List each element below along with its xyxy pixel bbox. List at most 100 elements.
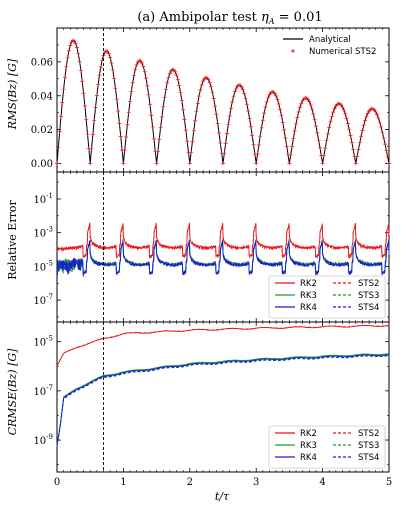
data-point	[147, 102, 152, 107]
data-point	[85, 132, 90, 137]
data-point	[88, 161, 93, 166]
figure-title: (a) Ambipolar test ηA = 0.01	[137, 10, 322, 26]
series-analytical	[56, 39, 390, 164]
data-point	[73, 41, 78, 46]
data-point	[181, 107, 186, 112]
data-point	[243, 96, 248, 101]
data-point	[125, 122, 130, 127]
data-point	[323, 146, 328, 151]
data-point	[141, 64, 146, 69]
data-point	[231, 94, 236, 99]
data-point	[305, 97, 310, 102]
data-point	[145, 83, 150, 88]
x-tick-label: 1	[120, 477, 126, 488]
data-point	[105, 49, 110, 54]
data-point	[254, 161, 259, 166]
data-point	[363, 118, 368, 123]
data-point	[218, 140, 223, 145]
data-point	[185, 139, 190, 144]
data-point	[89, 146, 94, 151]
data-point	[61, 87, 66, 92]
x-axis-label: t/τ	[215, 490, 230, 503]
data-point	[359, 134, 364, 139]
data-point	[129, 89, 134, 94]
legend-label-sts3: STS3	[358, 441, 379, 451]
legend-marker-sts2	[291, 49, 295, 53]
data-point	[345, 121, 350, 126]
data-point	[242, 91, 247, 96]
data-point	[132, 73, 137, 78]
data-point	[109, 61, 114, 66]
data-point	[272, 91, 277, 96]
data-point	[194, 109, 199, 114]
data-point	[117, 121, 122, 126]
data-point	[198, 87, 203, 92]
data-point	[316, 138, 321, 143]
data-point	[230, 99, 235, 104]
data-point	[340, 105, 345, 110]
legend-label-rk2: RK2	[300, 429, 317, 439]
data-point	[167, 71, 172, 76]
data-point	[383, 142, 388, 147]
data-point	[64, 64, 69, 69]
data-point	[311, 112, 316, 117]
data-point	[193, 118, 198, 123]
data-point	[260, 118, 265, 123]
data-point	[295, 115, 300, 120]
top-y-tick-label: 0.04	[31, 91, 53, 102]
x-tick-label: 5	[386, 477, 392, 488]
x-tick-label: 0	[54, 477, 60, 488]
x-tick-label: 4	[319, 477, 325, 488]
data-point	[157, 137, 162, 142]
data-point	[159, 114, 164, 119]
data-point	[178, 90, 183, 95]
legend-label-rk4: RK4	[300, 453, 317, 463]
legend-label-numerical-sts2: Numerical STS2	[309, 47, 376, 57]
data-point	[215, 121, 220, 126]
data-point	[381, 135, 386, 140]
data-point	[298, 105, 303, 110]
data-point	[72, 38, 77, 43]
data-point	[210, 90, 215, 95]
data-point	[275, 97, 280, 102]
data-point	[166, 75, 171, 80]
top-ylabel: RMS(Bz) [G]	[6, 58, 19, 130]
data-point	[377, 120, 382, 125]
data-point	[108, 55, 113, 60]
data-point	[325, 131, 330, 136]
data-point	[161, 104, 166, 109]
data-point	[384, 148, 389, 153]
data-point	[276, 101, 281, 106]
data-point	[361, 123, 366, 128]
data-point	[93, 105, 98, 110]
data-point	[126, 110, 131, 115]
data-point	[373, 109, 378, 114]
x-tick-label: 2	[187, 477, 193, 488]
data-point	[206, 77, 211, 82]
data-point	[62, 75, 67, 80]
data-point	[77, 59, 82, 64]
data-point	[143, 76, 148, 81]
data-point	[263, 105, 268, 110]
data-point	[349, 140, 354, 145]
data-point	[267, 92, 272, 97]
data-point	[175, 77, 180, 82]
legend-label-rk3: RK3	[300, 291, 317, 301]
series-sts3	[56, 354, 390, 447]
data-point	[97, 73, 102, 78]
data-point	[133, 67, 138, 72]
data-point	[155, 149, 160, 154]
data-point	[106, 51, 111, 56]
middle-y-tick-label: 10-5	[33, 259, 53, 273]
series-sts4	[56, 355, 390, 447]
data-point	[98, 64, 103, 69]
panel-relative-error: 10-7 10-5 10-3 10-1 RK2 RK3 RK4 STS2 STS3 STS4	[33, 171, 390, 323]
bottom-y-tick-label: 10-9	[33, 433, 53, 447]
data-point	[96, 82, 101, 87]
bottom-y-tick-label: 10-7	[33, 384, 53, 398]
data-point	[331, 110, 336, 115]
legend-label-rk2: RK2	[300, 279, 317, 289]
data-point	[177, 83, 182, 88]
data-point	[239, 84, 244, 89]
